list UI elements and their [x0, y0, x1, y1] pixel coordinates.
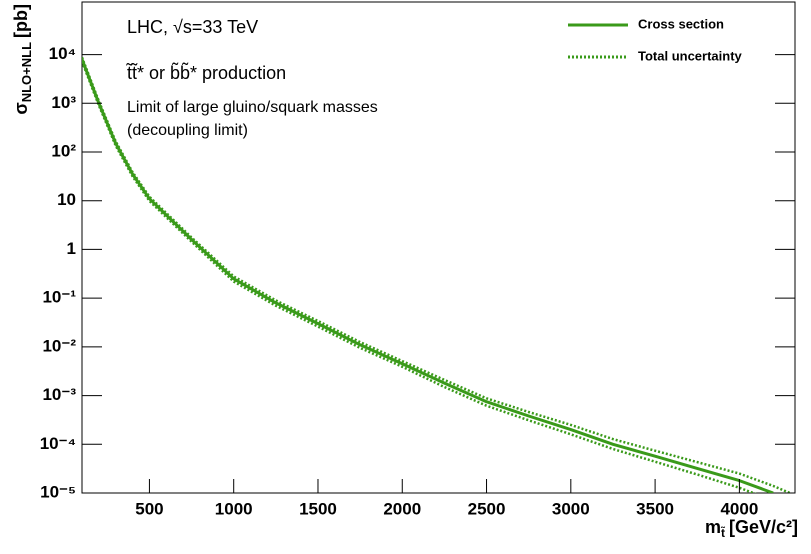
- y-tick-label: 10: [57, 190, 76, 209]
- y-tick-label: 10⁻²: [42, 336, 76, 355]
- y-label-symbol: σ: [11, 102, 31, 114]
- annotation: t̃t̃* or b̃b̃* production: [125, 62, 286, 83]
- x-tick-label: 1000: [215, 499, 253, 518]
- x-tick-label: 1500: [299, 499, 337, 518]
- plot-area: [82, 56, 791, 493]
- x-label-symbol: m: [705, 517, 721, 537]
- band-upper: [82, 56, 791, 493]
- plot-frame: [81, 1, 796, 494]
- x-axis-label: mt̃ [GeV/c²]: [705, 517, 798, 540]
- x-tick-label: 500: [135, 499, 163, 518]
- y-tick-label: 10⁻⁵: [40, 482, 76, 501]
- legend-label: Cross section: [638, 16, 724, 31]
- y-tick-label: 10³: [51, 93, 76, 112]
- y-axis-label: σNLO+NLL [pb]: [11, 4, 35, 115]
- annotation: (decoupling limit): [127, 122, 248, 139]
- y-tick-label: 10⁻¹: [42, 288, 76, 307]
- x-label-unit: [GeV/c²]: [729, 517, 798, 537]
- x-tick-label: 2000: [383, 499, 421, 518]
- legend-label: Total uncertainty: [638, 48, 743, 63]
- y-label-unit: [pb]: [11, 4, 31, 38]
- y-tick-label: 1: [67, 239, 76, 258]
- x-tick-label: 3500: [636, 499, 674, 518]
- y-tick-label: 10²: [51, 141, 76, 160]
- x-tick-label: 2500: [468, 499, 506, 518]
- y-label-sub: NLO+NLL: [19, 42, 34, 102]
- y-tick-label: 10⁻³: [42, 385, 76, 404]
- x-tick-label: 3000: [552, 499, 590, 518]
- annotation: Limit of large gluino/squark masses: [127, 99, 378, 116]
- band-lower: [82, 61, 757, 493]
- x-label-sub: t̃: [720, 526, 725, 541]
- y-tick-label: 10⁻⁴: [40, 434, 76, 453]
- y-tick-label: 10⁴: [49, 44, 76, 63]
- annotation: LHC, √s=33 TeV: [127, 17, 258, 37]
- x-tick-label: 4000: [720, 499, 758, 518]
